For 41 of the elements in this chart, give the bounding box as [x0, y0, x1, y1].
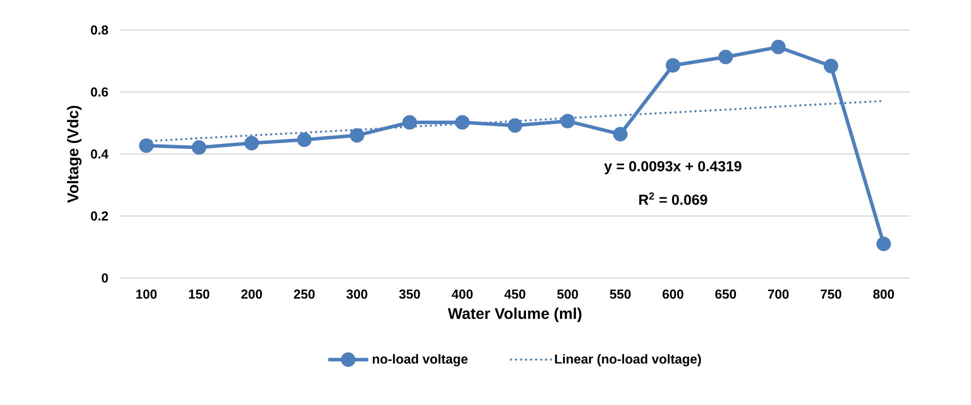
- x-tick-label: 600: [662, 290, 684, 299]
- x-tick-label: 450: [504, 290, 526, 299]
- x-tick-label: 350: [399, 290, 420, 299]
- point: [613, 126, 628, 142]
- legend-label: no-load voltage: [372, 354, 468, 366]
- point: [192, 140, 206, 155]
- x-tick-label: 800: [873, 290, 894, 299]
- annotation: R$^{2}$ = 0.069: [639, 192, 708, 205]
- x-tick-label: 550: [610, 290, 631, 299]
- point: [139, 138, 154, 153]
- x-tick-label: 250: [294, 290, 315, 299]
- point: [244, 136, 259, 150]
- x-tick-label: 650: [715, 290, 736, 299]
- point: [350, 128, 364, 143]
- annotation: y = 0.0093x + 0.4319: [604, 161, 742, 174]
- point: [508, 118, 522, 133]
- x-tick-label: 200: [241, 290, 262, 299]
- x-tick-label: 750: [820, 290, 842, 299]
- point: [560, 114, 575, 128]
- x-axis-title: Water Volume (ml): [448, 308, 582, 322]
- x-tick-label: 700: [768, 290, 789, 299]
- y-tick-label: 0.6: [90, 87, 108, 97]
- point: [297, 132, 312, 147]
- x-tick-label: 100: [136, 290, 157, 299]
- point: [718, 50, 733, 64]
- x-tick-label: 500: [557, 290, 578, 299]
- point: [455, 115, 470, 130]
- y-tick-label: 0.2: [90, 211, 108, 221]
- y-tick-label: 0: [102, 273, 108, 283]
- x-tick-label: 400: [452, 290, 473, 299]
- x-tick-label: 150: [188, 290, 210, 299]
- point: [876, 236, 891, 252]
- point: [771, 40, 786, 54]
- y-axis-title: Voltage (Vdc): [67, 106, 82, 203]
- legend-label: Linear (no-load voltage): [555, 354, 701, 366]
- point: [402, 115, 417, 130]
- point: [666, 58, 680, 73]
- x-tick-label: 300: [346, 290, 368, 299]
- point: [824, 58, 838, 74]
- y-tick-label: 0.8: [90, 25, 108, 35]
- y-tick-label: 0.4: [90, 149, 108, 159]
